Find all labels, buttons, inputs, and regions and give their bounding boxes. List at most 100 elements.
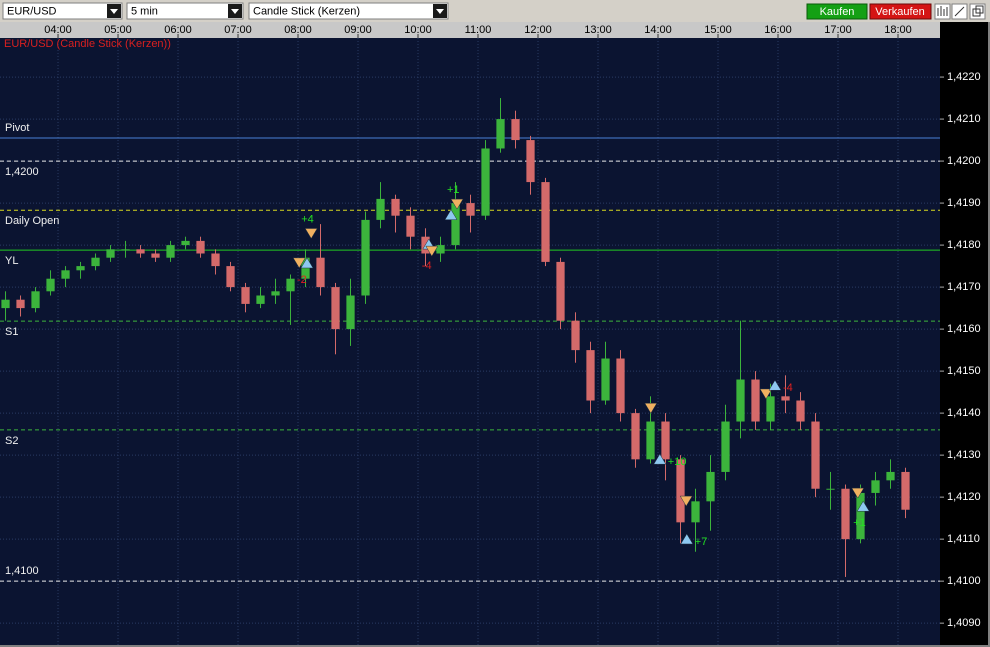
candle-body	[451, 203, 460, 246]
candle-body	[541, 182, 550, 262]
buy-marker	[768, 379, 782, 391]
candle-body	[871, 480, 880, 493]
interval-text: 5 min	[131, 5, 158, 17]
level-label: Daily Open	[5, 215, 59, 227]
buy-marker	[680, 533, 694, 545]
candle-body	[556, 261, 565, 321]
candle-body	[166, 245, 175, 258]
level-label: 1,4100	[5, 565, 39, 577]
candle-body	[106, 249, 115, 258]
frame	[988, 22, 990, 647]
chart-type-text: Candle Stick (Kerzen)	[253, 5, 360, 17]
x-tick-label: 04:00	[44, 24, 72, 36]
candle-body	[76, 266, 85, 271]
x-tick-label: 06:00	[164, 24, 192, 36]
sell-marker	[304, 228, 318, 239]
candle-body	[241, 287, 250, 304]
y-tick-label: 1,4200	[947, 155, 981, 167]
candle-body	[151, 253, 160, 258]
candle-body	[616, 358, 625, 414]
candle-body	[796, 400, 805, 422]
sell-marker	[679, 495, 693, 507]
candle-body	[406, 215, 415, 237]
candle-body	[271, 291, 280, 296]
y-tick-label: 1,4120	[947, 491, 981, 503]
y-tick-label: 1,4130	[947, 449, 981, 461]
x-tick-label: 16:00	[764, 24, 792, 36]
buy-label: Kaufen	[820, 6, 855, 18]
plot-layer	[0, 38, 940, 645]
interval-select[interactable]: 5 min	[126, 2, 244, 20]
sell-marker	[425, 245, 439, 257]
symbol-text: EUR/USD	[7, 5, 57, 17]
candle-body	[481, 148, 490, 216]
x-tick-label: 17:00	[824, 24, 852, 36]
y-tick-label: 1,4180	[947, 239, 981, 251]
candle-body	[646, 421, 655, 460]
x-tick-label: 13:00	[584, 24, 612, 36]
candle-body	[91, 257, 100, 267]
toolbar	[0, 0, 990, 22]
candle-body	[346, 295, 355, 330]
y-tick-label: 1,4110	[947, 533, 980, 545]
candle-body	[361, 219, 370, 296]
candle-body	[331, 287, 340, 330]
x-tick-label: 14:00	[644, 24, 672, 36]
buy-marker	[300, 257, 314, 269]
candle-body	[1, 299, 10, 309]
candle-body	[316, 257, 325, 288]
candle-body	[196, 240, 205, 254]
trade-result: +4	[301, 213, 314, 225]
candle-body	[256, 295, 265, 304]
trade-result: +1	[447, 184, 460, 196]
y-tick-label: 1,4190	[947, 197, 981, 209]
x-tick-label: 10:00	[404, 24, 432, 36]
sell-marker	[450, 198, 464, 210]
y-tick-label: 1,4150	[947, 365, 981, 377]
level-label: YL	[5, 255, 18, 267]
sell-marker	[851, 487, 865, 499]
sell-marker	[759, 388, 773, 400]
y-tick-label: 1,4210	[947, 113, 981, 125]
buy-button[interactable]: Kaufen	[806, 3, 868, 20]
level-label: S2	[5, 435, 18, 447]
chart-caption: EUR/USD (Candle Stick (Kerzen))	[4, 38, 171, 50]
trade-result: +1	[853, 517, 866, 529]
candle-body	[766, 396, 775, 422]
trade-result: -4	[783, 382, 793, 394]
candle-body	[466, 203, 475, 216]
x-tick-label: 12:00	[524, 24, 552, 36]
candle-body	[571, 320, 580, 351]
candle-body	[826, 488, 835, 490]
candle-body	[46, 278, 55, 292]
candle-body	[61, 270, 70, 279]
x-tick-label: 07:00	[224, 24, 252, 36]
frame	[0, 645, 990, 647]
sell-label: Verkaufen	[875, 6, 925, 18]
sell-marker	[292, 257, 306, 269]
candle-body	[706, 471, 715, 502]
tool-icons[interactable]	[934, 3, 986, 20]
y-tick-label: 1,4170	[947, 281, 981, 293]
candle-body	[721, 421, 730, 472]
candle-body	[511, 119, 520, 141]
symbol-select[interactable]: EUR/USD	[2, 2, 123, 20]
candle-body	[376, 198, 385, 220]
candle-body	[136, 249, 145, 254]
candle-body	[121, 249, 130, 251]
candle-body	[211, 253, 220, 267]
candle-body	[226, 266, 235, 288]
candle-body	[901, 471, 910, 510]
level-label: Pivot	[5, 122, 29, 134]
candle-body	[811, 421, 820, 489]
candle-body	[16, 299, 25, 309]
x-tick-label: 08:00	[284, 24, 312, 36]
time-axis-strip	[0, 22, 940, 38]
sell-button[interactable]: Verkaufen	[869, 3, 932, 20]
y-tick-label: 1,4090	[947, 617, 981, 629]
y-tick-label: 1,4220	[947, 71, 981, 83]
trade-result: -4	[422, 260, 432, 272]
chart-type-select[interactable]: Candle Stick (Kerzen)	[248, 2, 449, 20]
candle-body	[781, 396, 790, 401]
